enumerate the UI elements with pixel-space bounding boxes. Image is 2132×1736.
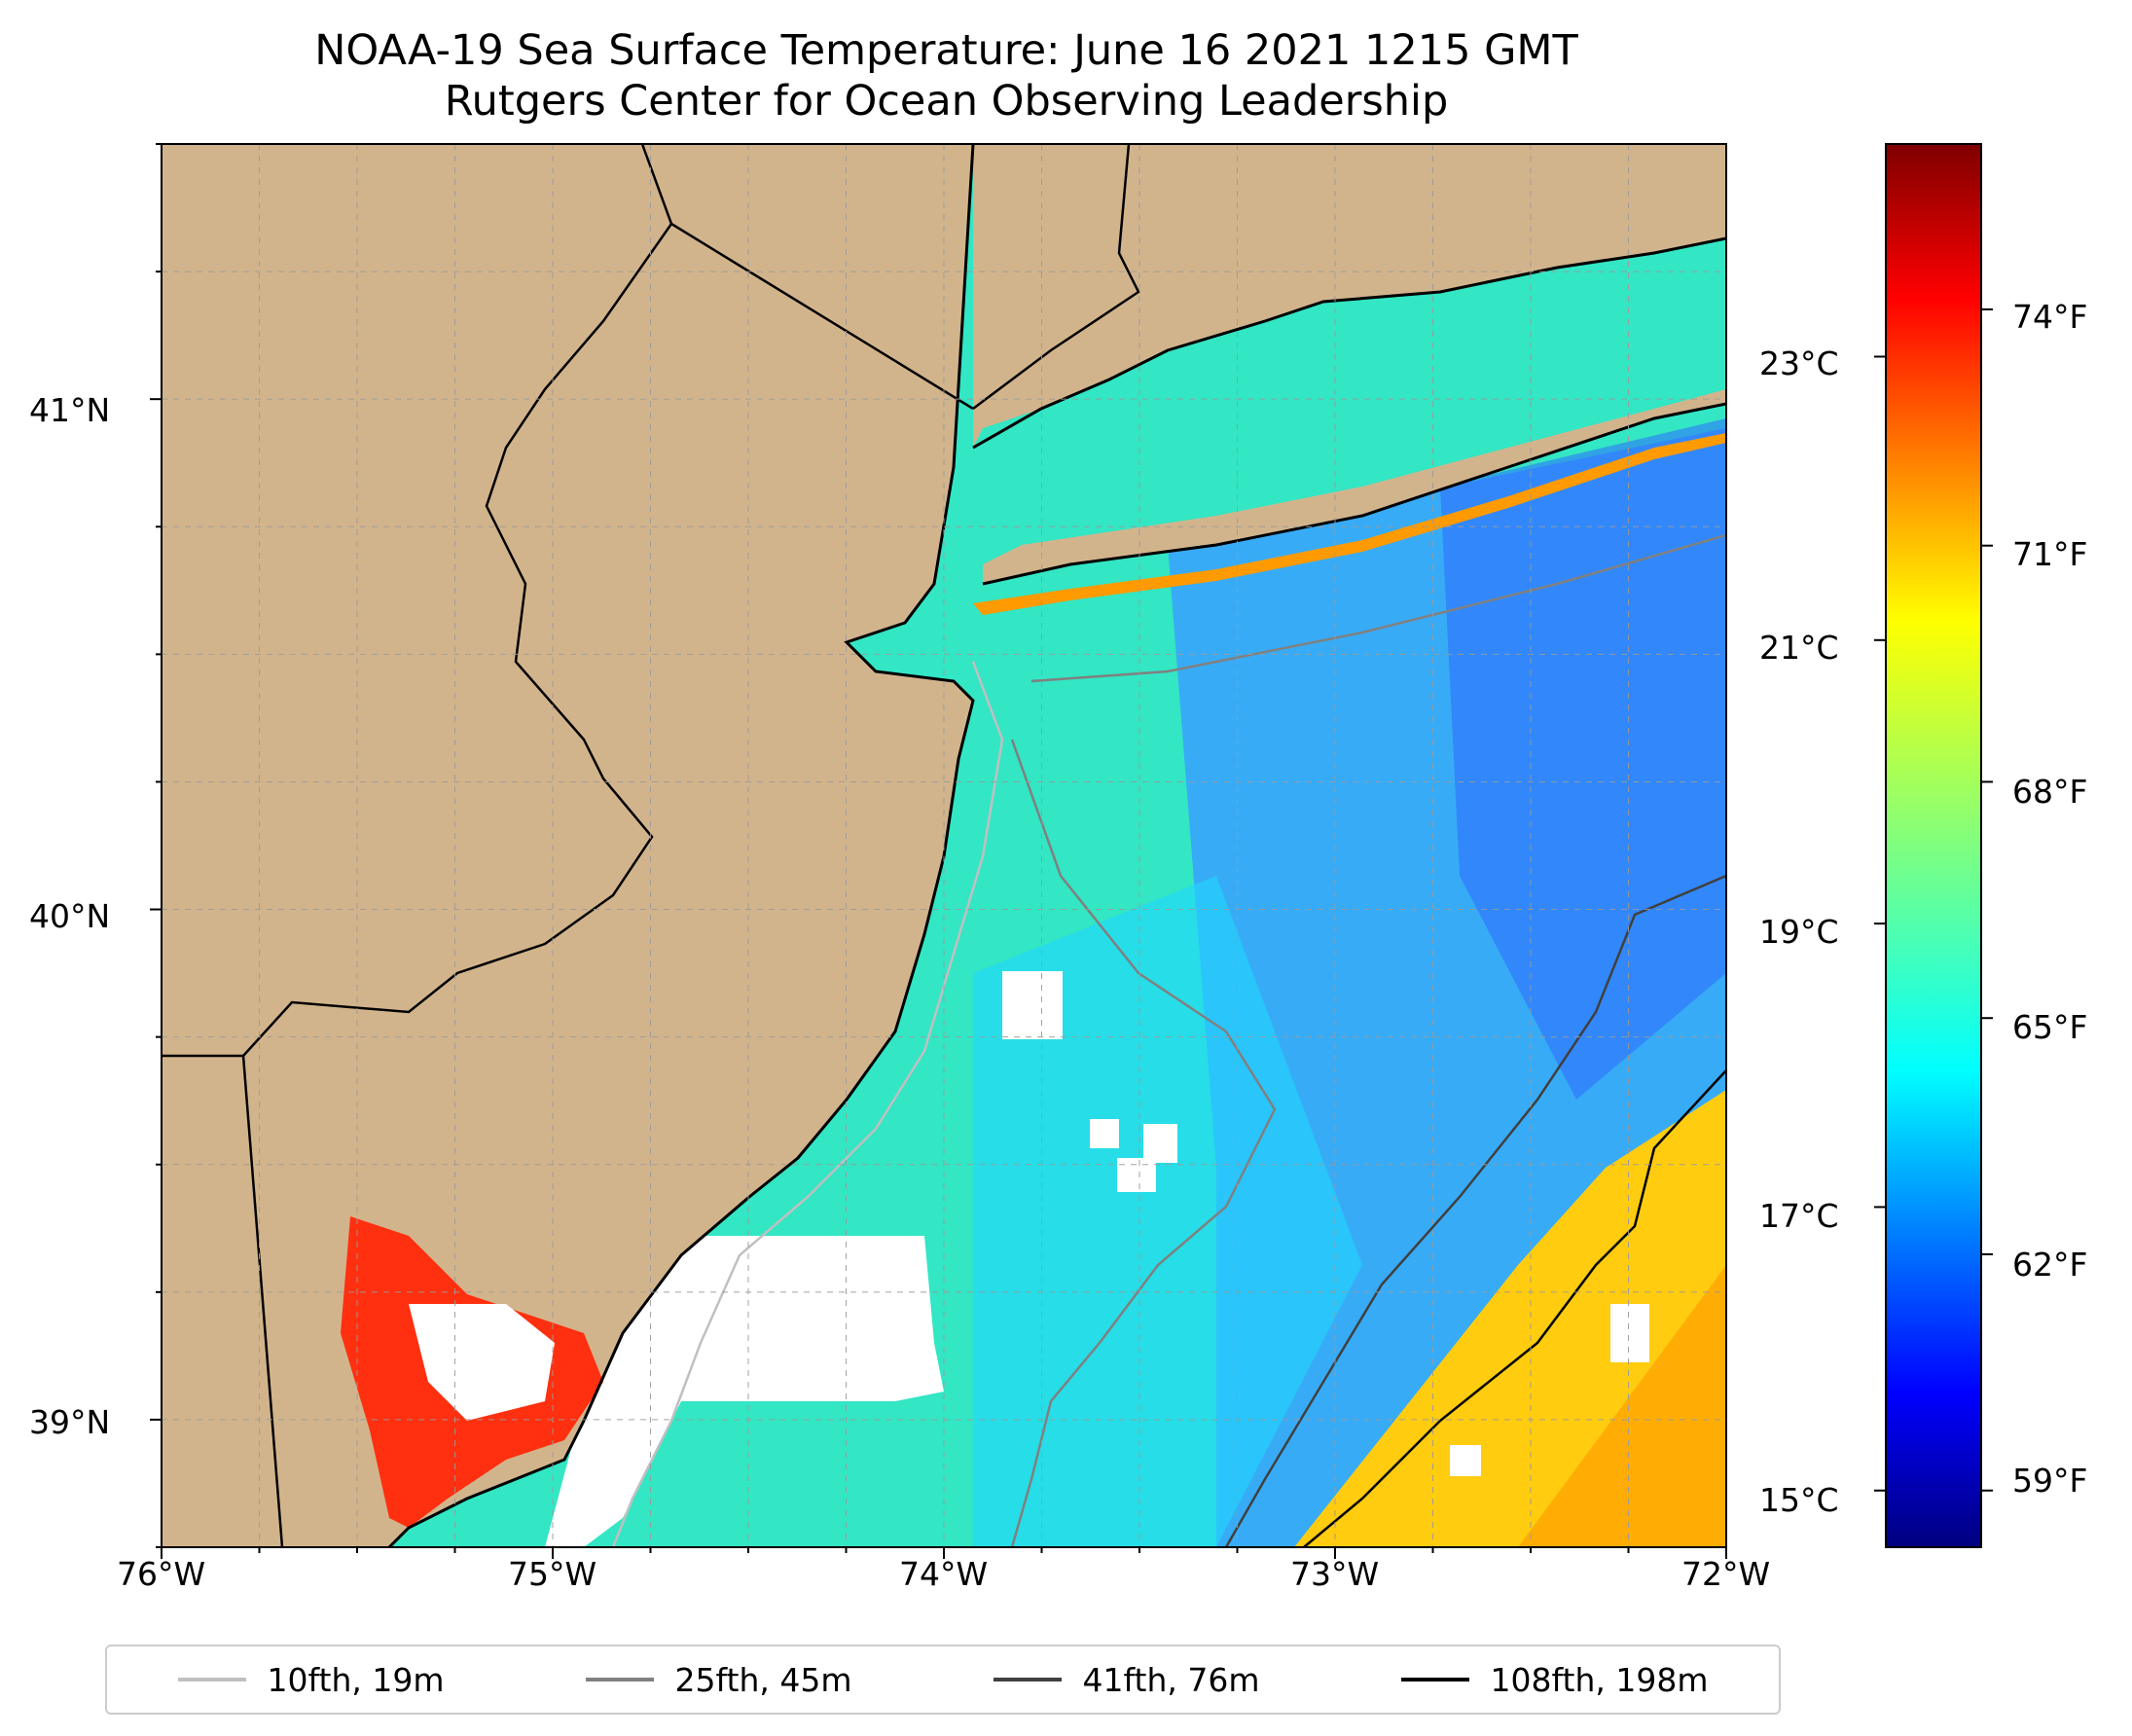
warmest-water-region [1518, 1265, 1726, 1547]
legend-swatch-41fth [993, 1678, 1062, 1682]
cloud-gap-5 [1610, 1304, 1649, 1362]
colorbar [1885, 143, 1982, 1548]
legend-swatch-108fth [1400, 1678, 1469, 1682]
map-subtitle: Rutgers Center for Ocean Observing Leade… [444, 77, 1449, 126]
cb-label-23c: 23°C [1759, 344, 1839, 382]
x-tick-label-74w: 74°W [899, 1555, 989, 1593]
x-tick-label-73w: 73°W [1290, 1555, 1380, 1593]
cb-label-59f: 59°F [2012, 1462, 2088, 1500]
legend-label-25fth: 25fth, 45m [674, 1660, 852, 1699]
delaware-bay-cloud [409, 1304, 555, 1421]
y-tick-label-40n: 40°N [29, 897, 111, 935]
cb-label-62f: 62°F [2012, 1246, 2088, 1284]
cb-label-68f: 68°F [2012, 773, 2088, 811]
contour-41fth [1224, 874, 1726, 1547]
cb-label-19c: 19°C [1759, 913, 1839, 951]
cloud-gap-4 [1117, 1158, 1156, 1192]
contour-10fth [611, 661, 1004, 1547]
legend-label-10fth: 10fth, 19m [267, 1660, 445, 1699]
legend-swatch-25fth [585, 1678, 654, 1682]
legend-entry-108fth: 108fth, 198m [1400, 1660, 1709, 1699]
colorbar-tick-marks [1874, 307, 1993, 1492]
cb-label-74f: 74°F [2012, 298, 2088, 336]
cloud-gap-south [545, 1236, 944, 1547]
cb-label-71f: 71°F [2012, 535, 2088, 573]
long-island-coastline [982, 402, 1726, 586]
y-tick-label-39n: 39°N [29, 1403, 111, 1441]
de-md-border [241, 1055, 284, 1547]
long-island-land [983, 389, 1726, 584]
nj-coastline [387, 144, 975, 1547]
map-content [162, 144, 1726, 1547]
x-tick-label-72w: 72°W [1681, 1555, 1771, 1593]
cloud-gap-2 [1090, 1119, 1119, 1148]
legend-label-41fth: 41fth, 76m [1082, 1660, 1260, 1699]
nj-pa-border [162, 223, 673, 1058]
legend-entry-41fth: 41fth, 76m [993, 1660, 1260, 1699]
map-title: NOAA-19 Sea Surface Temperature: June 16… [314, 26, 1578, 75]
coldest-water-region [1440, 418, 1726, 1100]
y-tick-label-41n: 41°N [29, 391, 111, 429]
contour-legend: 10fth, 19m 25fth, 45m 41fth, 76m 108fth,… [105, 1645, 1781, 1715]
contour-108fth [1303, 1069, 1726, 1547]
cb-label-15c: 15°C [1759, 1481, 1839, 1519]
gridlines [162, 144, 1726, 1547]
ny-ct-coastline [972, 236, 1726, 450]
cb-label-21c: 21°C [1759, 629, 1839, 667]
legend-entry-10fth: 10fth, 19m [177, 1660, 445, 1699]
x-tick-label-75w: 75°W [508, 1555, 597, 1593]
south-shore-warm-fringe [973, 433, 1726, 615]
delaware-land [162, 1056, 292, 1547]
cloud-gap-3 [1143, 1124, 1177, 1163]
cloud-gap-6 [1450, 1445, 1481, 1476]
contour-25fth [1010, 533, 1726, 1547]
map-tick-marks [150, 143, 1727, 1559]
new-york-connecticut-land [973, 144, 1726, 448]
new-jersey-land [162, 144, 973, 1547]
cloud-gap-1 [1002, 971, 1063, 1039]
ny-ct-border [972, 144, 1140, 410]
x-tick-label-76w: 76°W [117, 1555, 206, 1593]
legend-label-108fth: 108fth, 198m [1490, 1660, 1709, 1699]
cb-label-65f: 65°F [2012, 1008, 2088, 1046]
legend-swatch-10fth [177, 1678, 246, 1682]
cb-label-17c: 17°C [1759, 1197, 1839, 1235]
legend-entry-25fth: 25fth, 45m [585, 1660, 852, 1699]
